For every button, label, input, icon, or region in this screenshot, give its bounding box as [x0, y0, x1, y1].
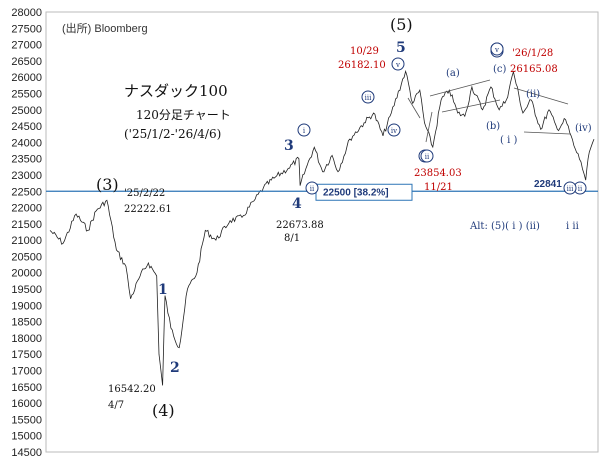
svg-text:ii: ii: [578, 185, 583, 193]
y-tick-label: 19000: [11, 300, 42, 312]
annotation-wave-num: 2: [170, 360, 180, 376]
circled-wave-label: ii: [420, 149, 434, 163]
annotation-wave-small: (b): [486, 121, 500, 132]
y-tick-label: 22500: [11, 186, 42, 198]
circled-wave-label: v: [391, 57, 405, 71]
retracement-level-label: 22500 [38.2%]: [323, 187, 389, 198]
annotation-ann-red: 11/21: [424, 182, 453, 193]
svg-text:iv: iv: [391, 127, 397, 135]
chart-title: ナスダック100: [124, 82, 228, 100]
annotation-wave-small: (iv): [575, 123, 592, 134]
svg-text:iii: iii: [365, 94, 372, 102]
annotation-wave-num: 5: [396, 40, 406, 56]
svg-text:i: i: [303, 127, 306, 135]
y-tick-label: 24500: [11, 121, 42, 133]
annotation-ann: 4/7: [108, 400, 124, 411]
y-tick-label: 20500: [11, 251, 42, 263]
y-tick-label: 15000: [11, 431, 42, 443]
channel-line: [513, 87, 569, 105]
y-tick-label: 14500: [11, 447, 42, 459]
chart-subtitle-line1: 120分足チャート: [136, 108, 231, 122]
channel-line: [523, 131, 571, 135]
annotation-alt: Alt: (5)( i ) (ii): [469, 221, 540, 232]
y-tick-label: 19500: [11, 284, 42, 296]
y-tick-label: 21500: [11, 219, 42, 231]
y-tick-label: 28000: [11, 7, 42, 19]
annotation-wave-small: (a): [446, 68, 460, 79]
price-series-line: [49, 69, 595, 386]
annotation-wave-small: (c): [493, 64, 507, 75]
y-tick-label: 25500: [11, 88, 42, 100]
svg-text:ii: ii: [425, 153, 430, 161]
circled-wave-label: iii: [361, 90, 375, 104]
y-tick-label: 25000: [11, 105, 42, 117]
circled-wave-label: v: [490, 42, 504, 56]
y-tick-label: 17000: [11, 366, 42, 378]
retracement-level-box: 22500 [38.2%]: [315, 183, 413, 201]
channel-line: [407, 97, 421, 119]
y-tick-label: 17500: [11, 349, 42, 361]
circled-wave-label: i: [297, 123, 311, 137]
annotation-ann: 8/1: [284, 233, 300, 244]
channel-line: [429, 79, 491, 97]
y-tick-label: 16000: [11, 398, 42, 410]
annotation-ann: 22222.61: [124, 204, 172, 215]
svg-text:v: v: [395, 61, 400, 69]
circled-wave-label: iv: [387, 123, 401, 137]
circled-wave-labels: iiiiiiivviiiiiiivviiiii: [297, 42, 587, 195]
annotation-wave-small: (ii): [526, 89, 540, 100]
annotation-wave-big: (5): [390, 15, 413, 34]
y-tick-label: 26000: [11, 72, 42, 84]
y-tick-label: 15500: [11, 414, 42, 426]
annotation-wave-small: i ii: [566, 221, 579, 232]
chart-subtitle-line2: ('25/1/2-'26/4/6): [124, 127, 221, 141]
annotation-ann-red: '26/1/28: [512, 48, 553, 59]
circled-wave-label: ii: [305, 181, 319, 195]
annotations: (3) '25/2/22 22222.61 1 2 16542.20 4/7 (4) 3 4 226…: [96, 15, 592, 420]
annotation-wave-num: 1: [158, 282, 168, 298]
y-tick-label: 26500: [11, 56, 42, 68]
y-tick-label: 23500: [11, 154, 42, 166]
annotation-wave-num: 3: [284, 138, 294, 154]
source-label: (出所) Bloomberg: [62, 21, 148, 35]
circled-wave-label: iii: [563, 181, 577, 195]
y-tick-label: 18500: [11, 317, 42, 329]
y-tick-label: 16500: [11, 382, 42, 394]
annotation-ann-red: 26165.08: [510, 64, 558, 75]
annotation-wave-big: (3): [96, 175, 119, 194]
y-tick-label: 27000: [11, 40, 42, 52]
annotation-ann: 22673.88: [276, 220, 324, 231]
annotation-ann-red: 10/29: [350, 46, 379, 57]
y-axis: 14500 15000 15500 16000 16500 17000 17500 18000…: [11, 7, 42, 459]
annotation-ann: 16542.20: [108, 384, 156, 395]
y-tick-label: 23000: [11, 170, 42, 182]
annotation-ann-red: 23854.03: [414, 168, 462, 179]
svg-text:ii: ii: [310, 185, 315, 193]
channel-line: [441, 99, 501, 113]
annotation-ann-red: 26182.10: [338, 60, 386, 71]
annotation-ann: '25/2/22: [124, 188, 165, 199]
y-tick-label: 22000: [11, 203, 42, 215]
annotation-wave-small: ( i ): [500, 135, 517, 146]
channel-line: [425, 111, 433, 143]
annotation-wave-num: 4: [292, 196, 302, 212]
svg-text:iii: iii: [567, 185, 574, 193]
y-tick-label: 24000: [11, 137, 42, 149]
plot-area: [45, 11, 599, 453]
svg-text:v: v: [494, 46, 499, 54]
annotation-wave-big: (4): [152, 401, 175, 420]
y-tick-label: 21000: [11, 235, 42, 247]
channel-lines: [407, 79, 571, 143]
annotation-lvl: 22841: [534, 179, 562, 190]
y-tick-label: 27500: [11, 23, 42, 35]
y-tick-label: 18000: [11, 333, 42, 345]
y-tick-label: 20000: [11, 268, 42, 280]
